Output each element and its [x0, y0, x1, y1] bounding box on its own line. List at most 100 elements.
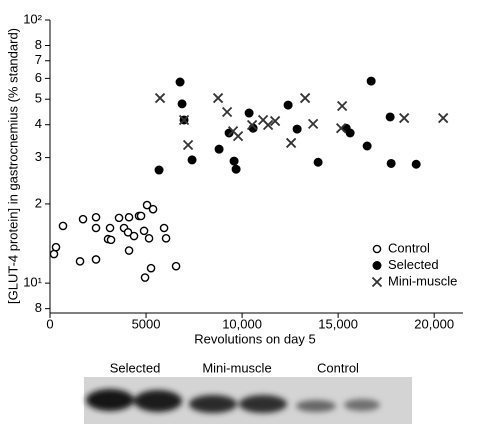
blot-bands — [86, 389, 380, 413]
cross-stroke — [307, 118, 319, 129]
point-cross — [438, 112, 449, 124]
point-open — [146, 263, 156, 273]
point-open — [51, 242, 61, 252]
y-axis-label: [GLUT-4 protein] in gastrocnemius (% sta… — [5, 28, 20, 304]
y-tick-label: 3 — [35, 149, 42, 164]
point-open — [148, 204, 158, 214]
point-open — [129, 231, 139, 241]
cross-stroke — [438, 112, 449, 124]
point-cross — [307, 118, 319, 129]
point-filled — [154, 165, 164, 175]
y-tick-label: 8 — [35, 300, 42, 315]
cross-stroke — [269, 115, 281, 127]
cross-stroke — [336, 100, 348, 112]
point-open — [75, 257, 85, 266]
point-open — [140, 273, 150, 282]
point-cross — [178, 114, 190, 126]
point-open — [78, 214, 88, 224]
point-filled — [175, 77, 185, 87]
x-tick-label: 0 — [46, 316, 53, 331]
point-filled — [229, 156, 239, 166]
point-open — [124, 212, 134, 222]
point-cross — [221, 106, 233, 118]
point-open — [114, 213, 124, 223]
y-tick-label: 6 — [35, 70, 42, 85]
point-open — [171, 261, 181, 271]
point-cross — [299, 92, 311, 104]
cross-stroke — [154, 92, 166, 104]
point-cross — [336, 100, 348, 112]
y-tick-label: 5 — [35, 91, 42, 106]
point-open — [136, 211, 146, 221]
point-cross — [399, 112, 410, 124]
y-tick-label: 2 — [35, 195, 42, 210]
cross-stroke — [182, 139, 194, 151]
point-filled — [313, 157, 323, 167]
point-filled — [244, 108, 254, 118]
point-open — [91, 223, 101, 233]
point-filled — [411, 159, 421, 169]
y-tick-label: 4 — [35, 116, 42, 131]
point-open — [159, 223, 169, 233]
legend-marker — [372, 261, 382, 270]
point-open — [49, 249, 59, 259]
cross-stroke — [178, 114, 190, 126]
point-open — [142, 200, 152, 210]
cross-stroke — [221, 106, 233, 118]
x-tick-label: 10,000 — [222, 316, 262, 331]
point-open — [124, 246, 134, 255]
x-axis-label: Revolutions on day 5 — [194, 331, 315, 346]
cross-stroke — [299, 92, 311, 104]
point-filled — [345, 128, 355, 138]
x-tick-label: 15,000 — [318, 316, 358, 331]
cross-stroke — [212, 92, 224, 104]
point-cross — [262, 119, 274, 131]
point-cross — [232, 130, 244, 142]
y-tick-label: 10² — [23, 11, 42, 26]
legend-marker — [371, 276, 383, 288]
point-cross — [212, 92, 224, 104]
western-blot: Selected Mini-muscle Control — [84, 360, 412, 424]
cross-stroke — [232, 130, 244, 142]
y-tick-label: 8 — [35, 37, 42, 52]
point-cross — [246, 119, 258, 131]
point-filled — [292, 124, 302, 134]
cross-stroke — [335, 123, 347, 134]
point-filled — [362, 141, 372, 151]
point-open — [161, 234, 171, 243]
point-open — [91, 212, 101, 222]
point-open — [58, 221, 68, 231]
cross-stroke — [399, 112, 410, 124]
point-cross — [182, 139, 194, 151]
point-cross — [154, 92, 166, 104]
legend-label: Control — [388, 240, 430, 255]
point-cross — [269, 115, 281, 127]
point-filled — [214, 144, 224, 154]
cross-stroke — [262, 119, 274, 131]
point-filled — [187, 155, 197, 165]
point-cross — [285, 137, 297, 149]
point-filled — [231, 164, 241, 174]
y-tick-label: 7 — [35, 52, 42, 67]
blot-label: Mini-muscle — [202, 360, 271, 375]
point-open — [123, 228, 133, 237]
x-tick-label: 20,000 — [414, 316, 454, 331]
cross-stroke — [246, 119, 258, 131]
legend-label: Selected — [388, 257, 439, 272]
blot-label: Selected — [110, 360, 161, 375]
point-filled — [386, 158, 396, 168]
point-filled — [366, 76, 376, 86]
point-open — [144, 234, 154, 243]
point-filled — [177, 99, 187, 109]
point-open — [91, 255, 101, 264]
legend-label: Mini-muscle — [388, 273, 457, 288]
x-tick-label: 5000 — [132, 316, 161, 331]
blot-label: Control — [317, 360, 359, 375]
point-filled — [385, 112, 395, 122]
point-open — [139, 226, 149, 236]
point-filled — [283, 100, 293, 110]
point-open — [105, 223, 115, 233]
legend-marker — [372, 244, 382, 254]
